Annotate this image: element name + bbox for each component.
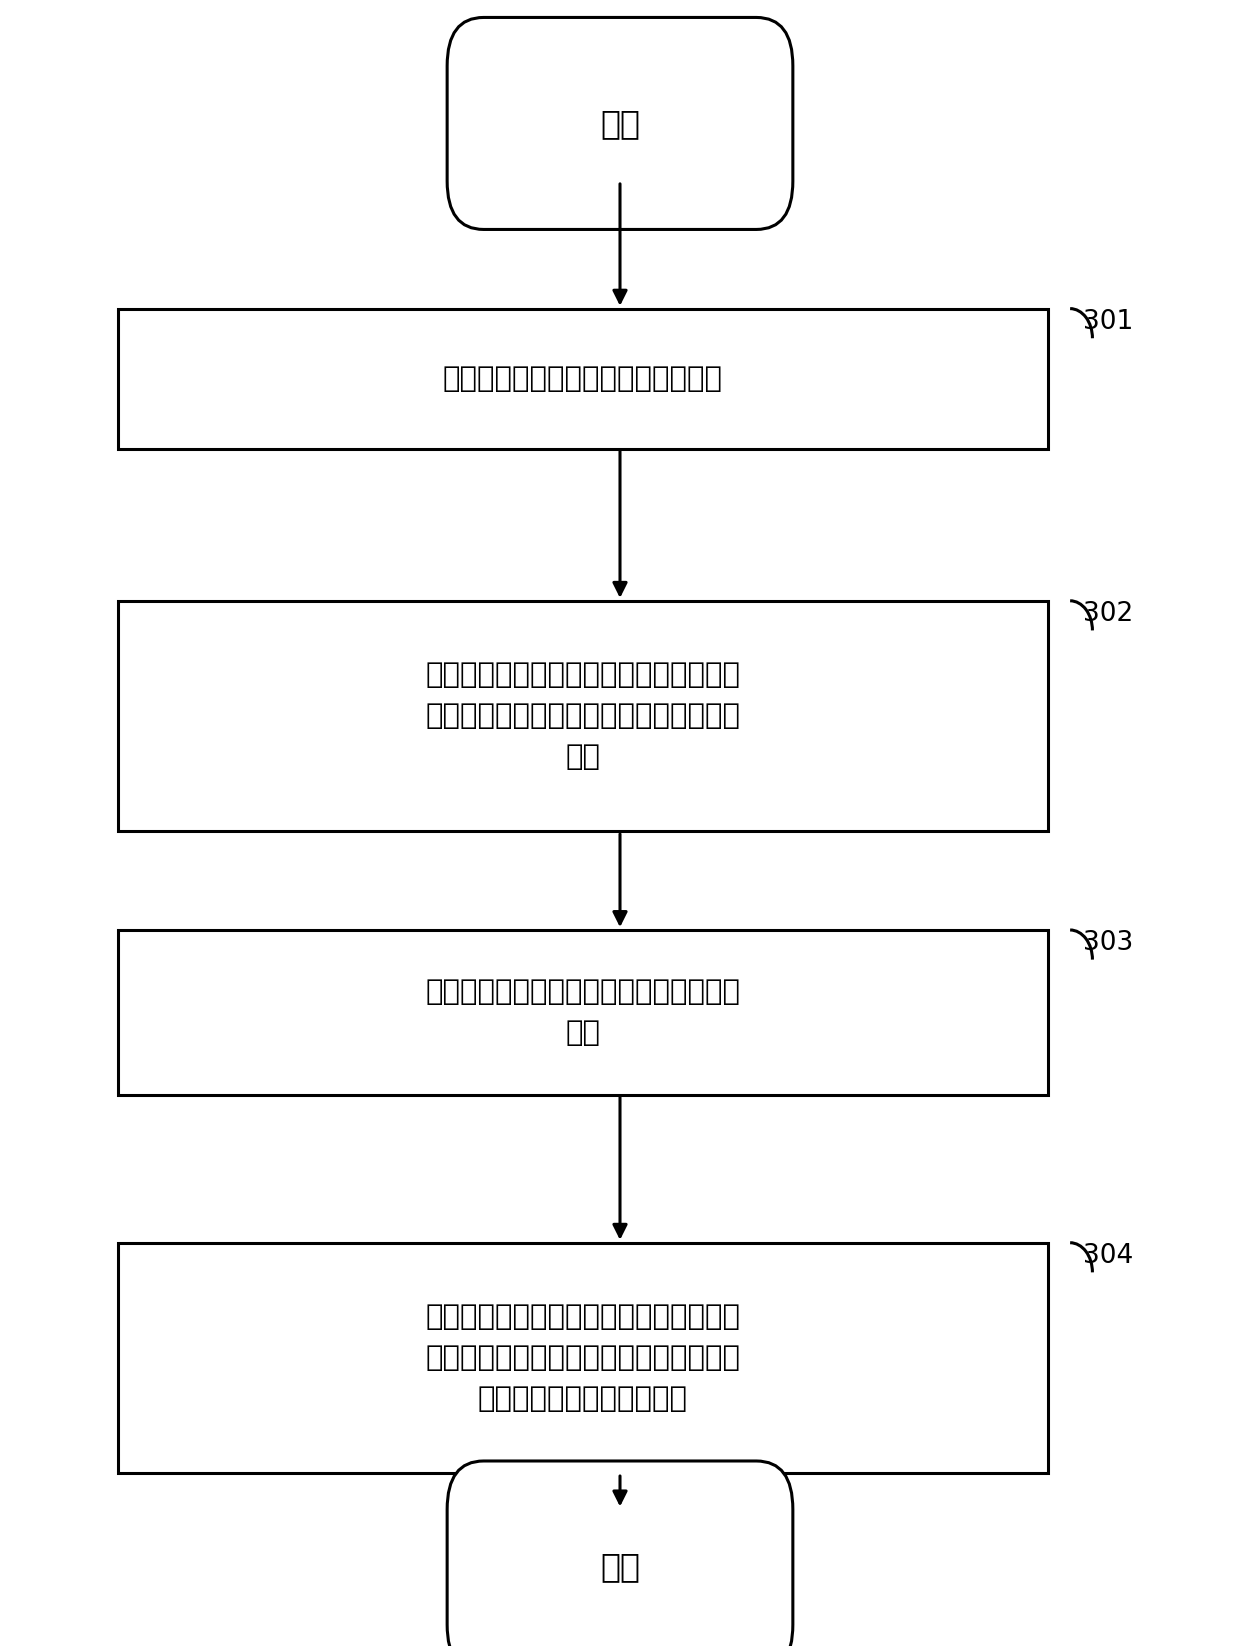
Text: 304: 304 [1083,1243,1133,1269]
Text: 接收所述服务器发送的至少一组拍摄参数
信息: 接收所述服务器发送的至少一组拍摄参数 信息 [425,978,740,1047]
Text: 开始: 开始 [600,107,640,140]
Text: 获取所述移动终端的相机的拍摄信息: 获取所述移动终端的相机的拍摄信息 [443,364,723,393]
Bar [118,930,1048,1095]
Bar [118,1243,1048,1473]
Text: 从所述至少一组拍摄参数信息中确定目标
拍摄参数信息，并以所述目标拍摄参数信
息配置所述移动终端的相机: 从所述至少一组拍摄参数信息中确定目标 拍摄参数信息，并以所述目标拍摄参数信 息配… [425,1302,740,1414]
Text: 302: 302 [1083,601,1133,627]
Text: 结束: 结束 [600,1551,640,1583]
Bar [118,601,1048,831]
FancyBboxPatch shape [448,1462,792,1646]
Bar [118,309,1048,448]
Text: 301: 301 [1083,309,1133,334]
Text: 生成携带有所述拍摄信息的拍摄参数获取
请求，并向服务器发送所述拍摄参数获取
请求: 生成携带有所述拍摄信息的拍摄参数获取 请求，并向服务器发送所述拍摄参数获取 请求 [425,660,740,772]
FancyBboxPatch shape [448,18,792,229]
Text: 303: 303 [1083,930,1133,956]
